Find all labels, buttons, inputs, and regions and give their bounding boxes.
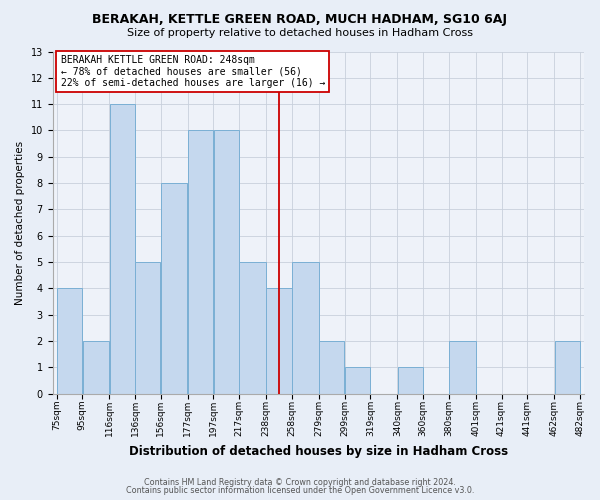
Bar	[449, 341, 476, 394]
Bar	[554, 341, 580, 394]
Text: Contains HM Land Registry data © Crown copyright and database right 2024.: Contains HM Land Registry data © Crown c…	[144, 478, 456, 487]
Bar	[110, 104, 134, 394]
Bar	[292, 262, 319, 394]
Y-axis label: Number of detached properties: Number of detached properties	[15, 140, 25, 304]
Bar	[83, 341, 109, 394]
Bar	[135, 262, 160, 394]
Bar	[345, 367, 370, 394]
Bar	[188, 130, 213, 394]
Bar	[239, 262, 266, 394]
X-axis label: Distribution of detached houses by size in Hadham Cross: Distribution of detached houses by size …	[129, 444, 508, 458]
Bar	[214, 130, 239, 394]
Bar	[266, 288, 292, 394]
Text: BERAKAH KETTLE GREEN ROAD: 248sqm
← 78% of detached houses are smaller (56)
22% : BERAKAH KETTLE GREEN ROAD: 248sqm ← 78% …	[61, 55, 325, 88]
Text: Contains public sector information licensed under the Open Government Licence v3: Contains public sector information licen…	[126, 486, 474, 495]
Text: Size of property relative to detached houses in Hadham Cross: Size of property relative to detached ho…	[127, 28, 473, 38]
Bar	[161, 183, 187, 394]
Bar	[319, 341, 344, 394]
Text: BERAKAH, KETTLE GREEN ROAD, MUCH HADHAM, SG10 6AJ: BERAKAH, KETTLE GREEN ROAD, MUCH HADHAM,…	[92, 12, 508, 26]
Bar	[57, 288, 82, 394]
Bar	[398, 367, 423, 394]
